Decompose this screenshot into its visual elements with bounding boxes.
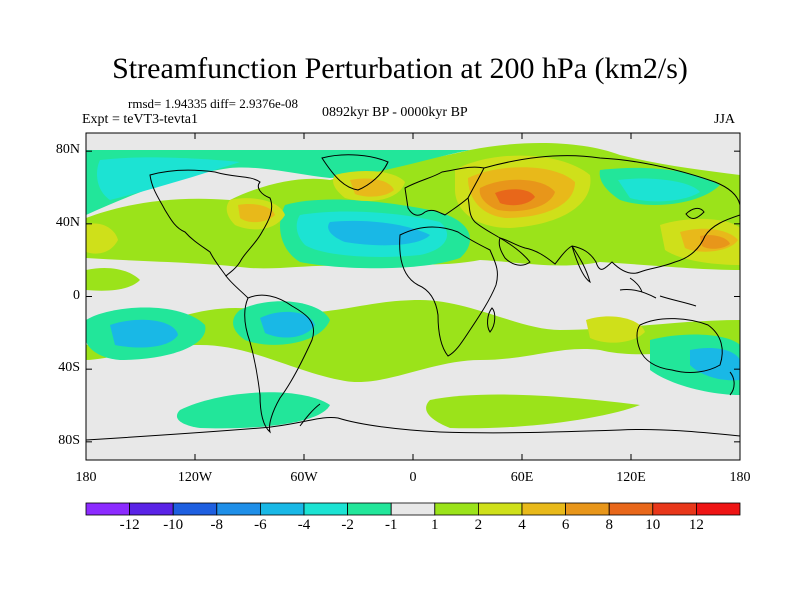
colorbar-label: -1 — [384, 517, 398, 533]
coast-indonesia — [619, 277, 697, 307]
x-tick-label: 120E — [616, 470, 646, 485]
coast-south-america — [244, 294, 314, 434]
coast-japan — [685, 207, 705, 219]
y-tick-label: 0 — [73, 287, 80, 303]
contour-pacific-high-max — [700, 235, 730, 249]
colorbar-swatch — [259, 502, 305, 516]
coast-antarctic-peninsula — [299, 403, 321, 427]
coast-africa — [399, 226, 498, 357]
colorbar-swatch — [565, 502, 610, 516]
colorbar-swatch — [696, 502, 741, 516]
colorbar-label: -6 — [254, 517, 267, 533]
experiment-label: Expt = teVT3-tevta1 — [82, 112, 198, 127]
figure-title: Streamfunction Perturbation at 200 hPa (… — [112, 52, 688, 85]
axis-ticks — [85, 133, 741, 460]
colorbar-swatch — [608, 502, 654, 516]
coast-india — [571, 245, 591, 284]
coast-central-america — [225, 275, 249, 299]
contour-greenland-high-core — [350, 178, 394, 197]
colorbar-swatch — [303, 502, 348, 516]
colorbar-label: 8 — [605, 517, 613, 533]
contour-sw-core — [110, 319, 178, 348]
colorbar-label: -8 — [210, 517, 224, 533]
contour-sa-core — [260, 311, 315, 338]
colorbar-label: -12 — [119, 517, 140, 533]
colorbar-label: 10 — [645, 517, 661, 533]
colorbar-swatch — [85, 502, 130, 516]
x-tick-label: 180 — [75, 470, 97, 485]
coast-australia — [636, 318, 723, 373]
coast-asia — [467, 155, 740, 274]
contour-fields — [86, 143, 740, 429]
y-tick-label: 40N — [55, 214, 80, 230]
coast-arabia — [498, 237, 531, 266]
colorbar-label: -10 — [163, 517, 184, 533]
x-tick-label: 60W — [290, 470, 318, 485]
y-tick-label: 80S — [58, 432, 80, 448]
colorbar-swatch — [172, 502, 218, 516]
contour-na-high-core — [238, 204, 275, 223]
coast-new-zealand — [729, 371, 735, 396]
y-tick-label: 80N — [55, 142, 80, 158]
colorbar-label: 6 — [561, 517, 570, 533]
contour-band-antarctic-green — [426, 394, 640, 429]
contour-atlantic-trough-core — [328, 220, 430, 246]
colorbar-label: 4 — [518, 517, 526, 533]
period-label: 0892kyr BP - 0000kyr BP — [322, 105, 468, 120]
coast-greenland — [321, 154, 389, 191]
season-label: JJA — [714, 112, 736, 127]
contour-band-w-green — [86, 268, 140, 291]
colorbar — [85, 502, 741, 516]
colorbar-swatch — [129, 502, 174, 516]
contour-arctic-mid — [97, 157, 241, 200]
colorbar-swatch — [347, 502, 392, 516]
coastlines — [86, 154, 740, 441]
colorbar-swatch — [216, 502, 261, 516]
x-tick-label: 120W — [177, 470, 213, 485]
contour-asia-blue-core — [618, 178, 700, 202]
x-tick-label: 180 — [729, 470, 751, 485]
contour-south-pacific-blob — [176, 392, 330, 429]
colorbar-swatch — [477, 502, 523, 516]
coast-north-america — [149, 169, 273, 277]
x-tick-label: 60E — [510, 470, 534, 485]
colorbar-swatch — [652, 502, 697, 516]
stats-text: rmsd= 1.94335 diff= 2.9376e-08 — [128, 96, 299, 111]
contour-se-core — [690, 348, 740, 381]
x-tick-label: 0 — [409, 470, 417, 485]
colorbar-label: 2 — [474, 517, 483, 533]
colorbar-label: 1 — [431, 517, 439, 533]
colorbar-label: -4 — [297, 517, 311, 533]
coast-madagascar — [487, 307, 496, 333]
contour-indian-high — [586, 316, 645, 343]
y-tick-label: 40S — [58, 360, 80, 376]
colorbar-label: -2 — [341, 517, 354, 533]
colorbar-swatch — [521, 502, 566, 516]
colorbar-swatch — [390, 502, 436, 516]
contour-w-edge-high — [86, 223, 118, 254]
colorbar-label: 12 — [688, 517, 704, 533]
coast-antarctica — [86, 416, 740, 441]
colorbar-swatch — [434, 502, 479, 516]
contour-europe-high-max — [495, 189, 535, 206]
